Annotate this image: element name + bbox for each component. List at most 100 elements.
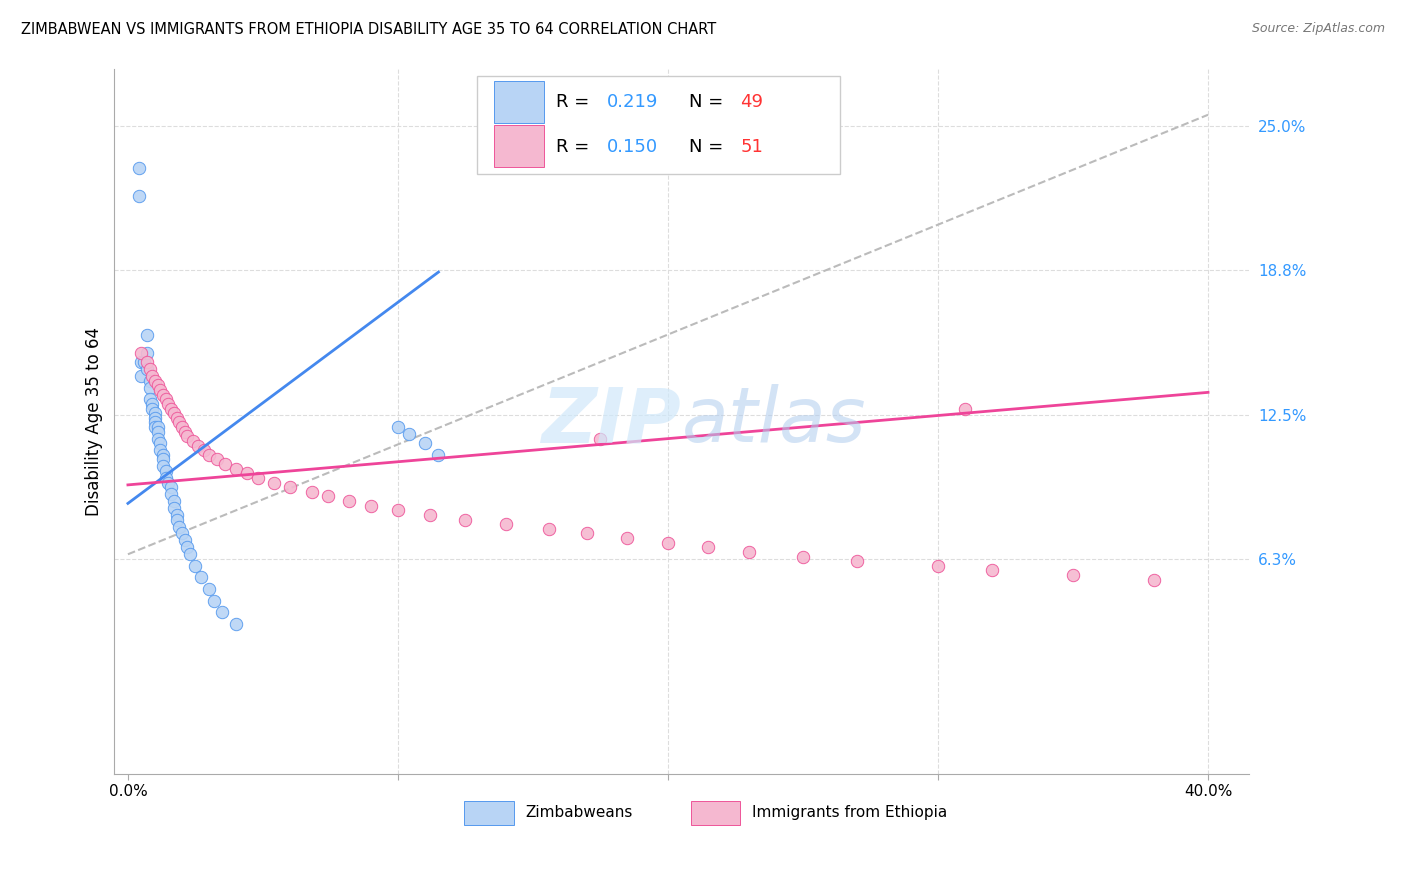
Y-axis label: Disability Age 35 to 64: Disability Age 35 to 64 <box>86 326 103 516</box>
FancyBboxPatch shape <box>464 801 513 825</box>
Point <box>155 392 177 407</box>
Point <box>152 387 174 401</box>
Point <box>149 383 172 397</box>
Point <box>146 420 169 434</box>
Point <box>953 401 976 416</box>
Point <box>1143 573 1166 587</box>
Point <box>301 484 323 499</box>
Point <box>138 381 160 395</box>
Point <box>316 490 339 504</box>
Point <box>176 541 198 555</box>
Point <box>146 432 169 446</box>
Point <box>387 420 409 434</box>
Point <box>132 355 155 369</box>
Text: R =: R = <box>555 137 595 155</box>
Point <box>160 487 183 501</box>
Point <box>141 369 163 384</box>
Point <box>548 124 571 138</box>
Point <box>170 420 193 434</box>
Point <box>198 448 221 462</box>
Point <box>193 443 215 458</box>
Text: N =: N = <box>689 137 730 155</box>
Point <box>152 452 174 467</box>
Point <box>981 564 1004 578</box>
Point <box>143 406 166 420</box>
Point <box>138 374 160 388</box>
Point <box>360 499 382 513</box>
Text: ZIMBABWEAN VS IMMIGRANTS FROM ETHIOPIA DISABILITY AGE 35 TO 64 CORRELATION CHART: ZIMBABWEAN VS IMMIGRANTS FROM ETHIOPIA D… <box>21 22 716 37</box>
Point <box>131 346 153 360</box>
Point <box>157 397 180 411</box>
Point <box>657 535 679 549</box>
Point <box>927 558 949 573</box>
Point <box>160 401 183 416</box>
Point <box>263 475 285 490</box>
Point <box>167 416 190 430</box>
Point <box>152 459 174 474</box>
Point <box>135 327 157 342</box>
Point <box>163 494 186 508</box>
Text: R =: R = <box>555 93 595 111</box>
Point <box>1062 568 1084 582</box>
Point <box>179 547 201 561</box>
Point <box>155 471 177 485</box>
Text: atlas: atlas <box>682 384 866 458</box>
Point <box>176 429 198 443</box>
Point <box>697 541 720 555</box>
Point <box>202 593 225 607</box>
Text: N =: N = <box>689 93 730 111</box>
Point <box>337 494 360 508</box>
Point <box>143 416 166 430</box>
Point <box>211 605 233 619</box>
Point <box>387 503 409 517</box>
Point <box>225 616 247 631</box>
Point <box>575 526 598 541</box>
Point <box>157 475 180 490</box>
Point <box>135 355 157 369</box>
Point <box>235 467 257 481</box>
Text: ZIP: ZIP <box>541 384 682 458</box>
Point <box>184 558 207 573</box>
Point <box>135 362 157 376</box>
FancyBboxPatch shape <box>495 126 544 167</box>
Point <box>538 522 561 536</box>
Text: 0.150: 0.150 <box>606 137 658 155</box>
FancyBboxPatch shape <box>477 76 841 174</box>
Point <box>792 549 814 564</box>
Point <box>187 439 209 453</box>
Point <box>427 448 450 462</box>
Point <box>495 517 517 532</box>
Point <box>616 531 638 545</box>
Point <box>138 362 160 376</box>
Text: Zimbabweans: Zimbabweans <box>524 805 633 821</box>
Text: Immigrants from Ethiopia: Immigrants from Ethiopia <box>752 805 948 821</box>
Point <box>166 512 188 526</box>
Point <box>149 436 172 450</box>
Text: 51: 51 <box>741 137 763 155</box>
Point <box>181 434 204 448</box>
Point <box>173 533 195 548</box>
FancyBboxPatch shape <box>690 801 741 825</box>
Point <box>135 346 157 360</box>
Point <box>143 374 166 388</box>
Point <box>143 420 166 434</box>
Point <box>166 410 188 425</box>
Point <box>155 464 177 478</box>
Point <box>170 526 193 541</box>
Point <box>398 427 420 442</box>
Point <box>163 501 186 516</box>
Point <box>205 452 228 467</box>
Point <box>738 545 761 559</box>
Text: 49: 49 <box>741 93 763 111</box>
Point <box>225 461 247 475</box>
FancyBboxPatch shape <box>495 81 544 123</box>
Point <box>413 436 436 450</box>
Point <box>214 457 236 471</box>
Point <box>278 480 301 494</box>
Point <box>419 508 441 522</box>
Point <box>131 369 153 384</box>
Point <box>143 410 166 425</box>
Point <box>146 425 169 439</box>
Point <box>149 443 172 458</box>
Point <box>146 378 169 392</box>
